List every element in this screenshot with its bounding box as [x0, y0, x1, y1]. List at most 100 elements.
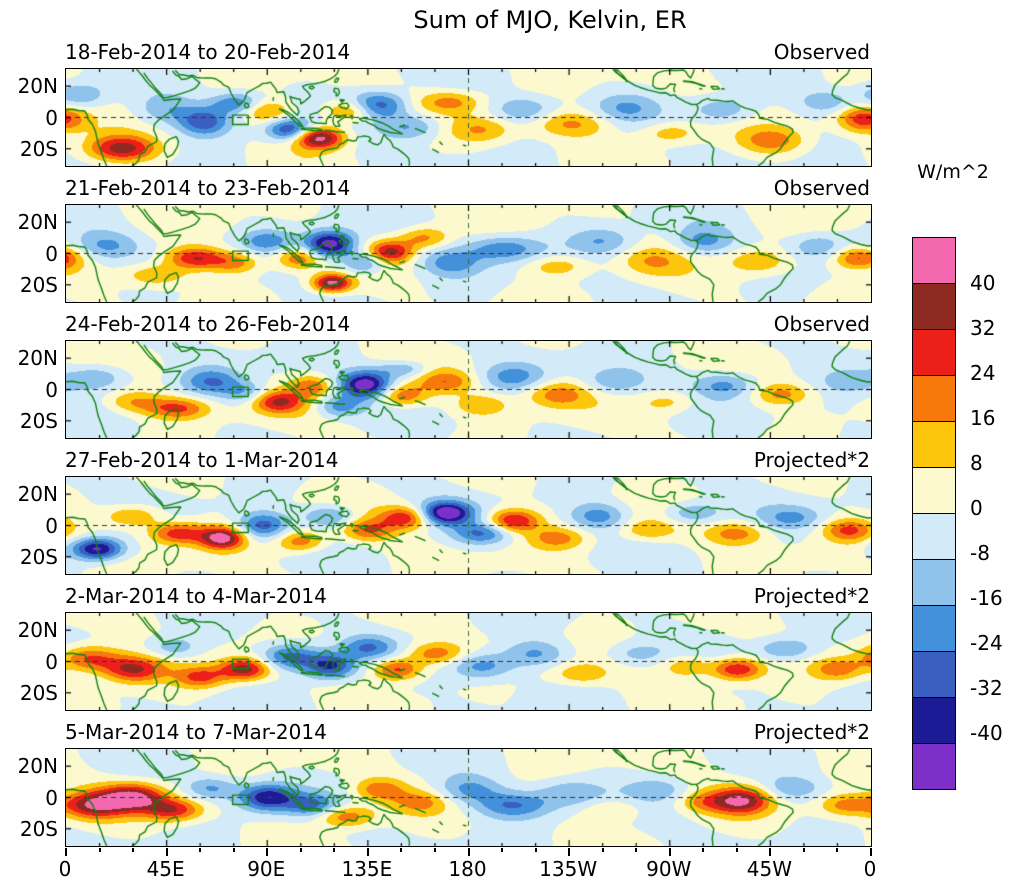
x-tick-label: 135W	[539, 857, 598, 881]
colorbar-unit-label: W/m^2	[917, 161, 989, 183]
y-tick-label: 0	[45, 378, 58, 402]
panel-2-date-range: 21-Feb-2014 to 23-Feb-2014	[65, 176, 351, 200]
panel-5-date-range: 2-Mar-2014 to 4-Mar-2014	[65, 584, 327, 608]
x-axis-tick	[601, 848, 604, 852]
x-axis-tick	[668, 848, 671, 856]
x-tick-label: 180	[448, 857, 487, 881]
panel-1-date-range: 18-Feb-2014 to 20-Feb-2014	[65, 40, 351, 64]
x-tick-label: 45E	[146, 857, 185, 881]
y-tick-label: 0	[45, 106, 58, 130]
x-axis-tick	[568, 848, 571, 856]
y-tick-label: 20N	[17, 74, 58, 98]
x-axis-tick	[199, 848, 202, 852]
x-axis-tick	[802, 848, 805, 852]
y-tick-label: 0	[45, 786, 58, 810]
colorbar-tick-label: -24	[970, 631, 1003, 655]
colorbar-cell	[913, 421, 955, 467]
x-axis-tick	[232, 848, 235, 852]
x-axis-tick	[65, 848, 67, 856]
y-tick-label: 20S	[19, 681, 58, 705]
colorbar-cell	[913, 329, 955, 375]
x-axis-tick	[366, 848, 369, 856]
y-tick-label: 0	[45, 650, 58, 674]
x-axis-tick	[98, 848, 101, 852]
x-axis-tick	[266, 848, 269, 856]
panel-3-map-canvas	[66, 341, 871, 438]
colorbar-tick-label: 16	[970, 406, 996, 430]
y-tick-label: 20N	[17, 346, 58, 370]
y-tick-label: 20S	[19, 409, 58, 433]
colorbar-cell	[913, 238, 955, 283]
colorbar-tick-label: 40	[970, 271, 996, 295]
panel-3: 24-Feb-2014 to 26-Feb-2014 Observed 20N …	[18, 312, 872, 443]
panel-6: 5-Mar-2014 to 7-Mar-2014 Projected*2 20N…	[18, 720, 872, 851]
x-axis-tick	[534, 848, 537, 852]
y-tick-label: 20N	[17, 482, 58, 506]
y-tick-label: 0	[45, 514, 58, 538]
panel-6-type-label: Projected*2	[753, 720, 870, 744]
x-axis-tick	[836, 848, 839, 852]
panel-1: 18-Feb-2014 to 20-Feb-2014 Observed 20N …	[18, 40, 872, 171]
panel-3-type-label: Observed	[773, 312, 870, 336]
colorbar-tick-label: 24	[970, 361, 996, 385]
colorbar-cell	[913, 283, 955, 329]
panel-1-map: 20N 0 20S	[18, 68, 872, 167]
panel-6-map-canvas	[66, 749, 871, 846]
panel-4-map-canvas	[66, 477, 871, 574]
colorbar-tick-label: -16	[970, 586, 1003, 610]
panel-4: 27-Feb-2014 to 1-Mar-2014 Projected*2 20…	[18, 448, 872, 579]
panel-3-map: 20N 0 20S	[18, 340, 872, 439]
x-tick-label: 90E	[247, 857, 286, 881]
colorbar-tick-label: -8	[970, 541, 990, 565]
y-tick-label: 20N	[17, 210, 58, 234]
panel-6-date-range: 5-Mar-2014 to 7-Mar-2014	[65, 720, 327, 744]
panel-4-map: 20N 0 20S	[18, 476, 872, 575]
colorbar-cell	[913, 513, 955, 559]
colorbar-cell	[913, 375, 955, 421]
y-tick-label: 20N	[17, 754, 58, 778]
x-axis-ticks	[65, 848, 872, 857]
x-axis-tick	[400, 848, 403, 852]
panel-2-type-label: Observed	[773, 176, 870, 200]
panel-5-map: 20N 0 20S	[18, 612, 872, 711]
y-tick-label: 20N	[17, 618, 58, 642]
panel-3-date-range: 24-Feb-2014 to 26-Feb-2014	[65, 312, 351, 336]
panel-1-map-canvas	[66, 69, 871, 166]
panel-5-map-canvas	[66, 613, 871, 710]
x-axis-tick	[433, 848, 436, 852]
figure-title: Sum of MJO, Kelvin, ER	[413, 6, 687, 34]
y-tick-label: 20S	[19, 545, 58, 569]
x-axis-tick	[501, 848, 504, 852]
x-axis-tick	[635, 848, 638, 852]
x-tick-label: 45W	[746, 857, 792, 881]
panel-4-type-label: Projected*2	[753, 448, 870, 472]
x-axis-labels: 0 45E 90E 135E 180 135W 90W 45W 0	[59, 857, 877, 883]
colorbar-tick-label: -40	[970, 721, 1003, 745]
colorbar-cell	[913, 651, 955, 697]
colorbar-tick-label: 32	[970, 316, 996, 340]
panel-2-map: 20N 0 20S	[18, 204, 872, 303]
y-tick-label: 20S	[19, 137, 58, 161]
panel-4-date-range: 27-Feb-2014 to 1-Mar-2014	[65, 448, 339, 472]
colorbar-tick-label: 0	[970, 496, 983, 520]
x-axis-tick	[870, 848, 872, 856]
y-tick-label: 20S	[19, 273, 58, 297]
x-axis-tick	[299, 848, 302, 852]
x-axis-tick	[467, 848, 470, 856]
panel-6-map: 20N 0 20S	[18, 748, 872, 847]
colorbar-cell	[913, 605, 955, 651]
panel-2-map-canvas	[66, 205, 871, 302]
panel-2: 21-Feb-2014 to 23-Feb-2014 Observed 20N …	[18, 176, 872, 307]
panel-1-type-label: Observed	[773, 40, 870, 64]
colorbar-cells	[912, 237, 956, 790]
x-axis-tick	[702, 848, 705, 852]
y-tick-label: 0	[45, 242, 58, 266]
colorbar-cell	[913, 467, 955, 513]
colorbar-cell	[913, 743, 955, 789]
x-axis-tick	[165, 848, 168, 856]
colorbar-cell	[913, 559, 955, 605]
y-tick-label: 20S	[19, 817, 58, 841]
x-axis-tick	[769, 848, 772, 856]
x-tick-label: 0	[58, 857, 72, 881]
